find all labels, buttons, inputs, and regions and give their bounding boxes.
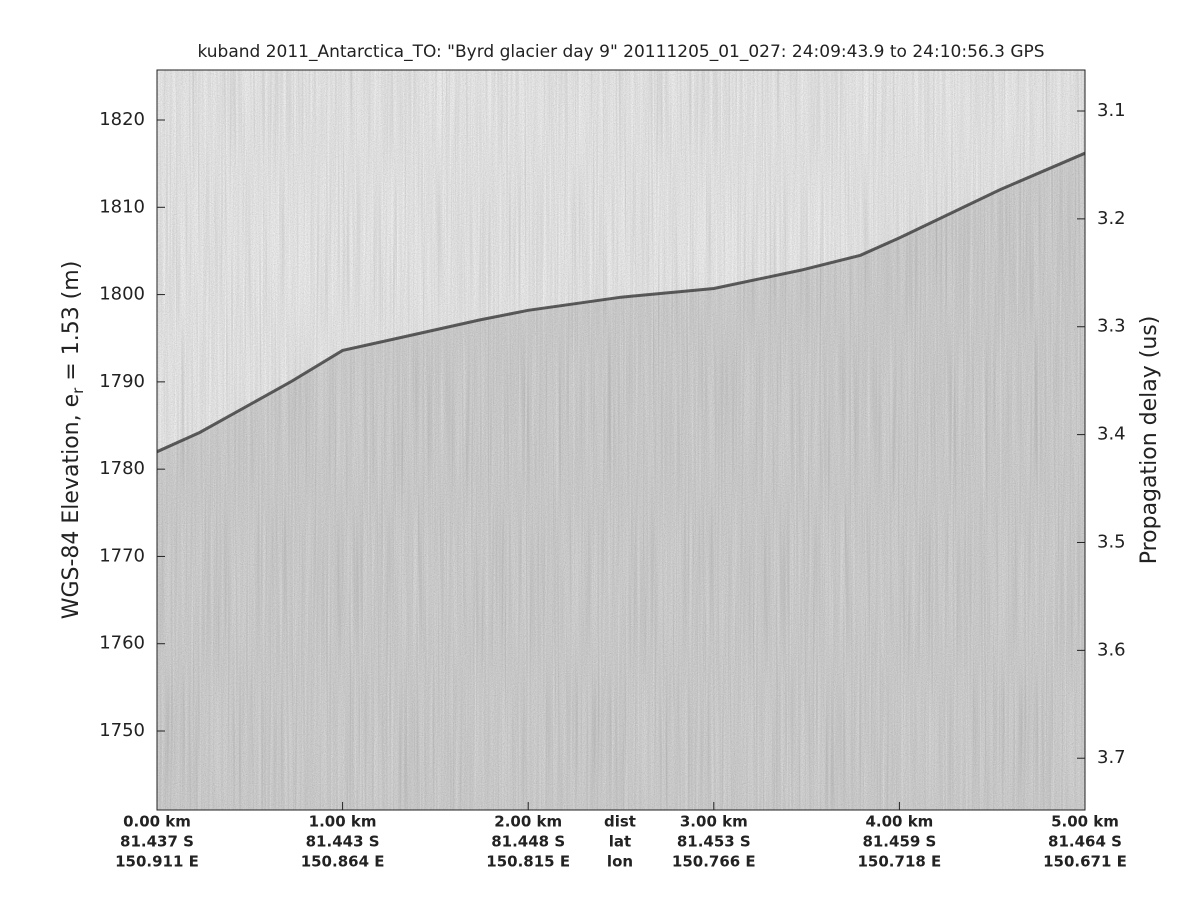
x-tick-label: 5.00 km <box>1051 813 1119 831</box>
row-label: lon <box>607 853 633 871</box>
y-tick-label: 1810 <box>99 196 145 217</box>
row-label: dist <box>604 813 636 831</box>
x-tick-label: 1.00 km <box>309 813 377 831</box>
lat-label: 81.443 S <box>306 833 380 851</box>
plot-frame <box>156 69 1086 811</box>
y-tick-label: 1750 <box>99 720 145 741</box>
surface-line <box>157 151 1085 454</box>
y2-tick-label: 3.3 <box>1097 316 1126 337</box>
y-axis-label: WGS-84 Elevation, er = 1.53 (m) <box>59 261 87 620</box>
y-tick-label: 1780 <box>99 458 145 479</box>
y2-tick-label: 3.1 <box>1097 100 1126 121</box>
lon-label: 150.766 E <box>672 853 756 871</box>
lat-label: 81.448 S <box>491 833 565 851</box>
y-tick-label: 1790 <box>99 371 145 392</box>
echogram-noise <box>157 70 1085 810</box>
row-label: lat <box>609 833 631 851</box>
y2-axis-label: Propagation delay (us) <box>1137 316 1162 565</box>
subsurface-shade <box>157 153 1085 810</box>
x-tick-label: 4.00 km <box>865 813 933 831</box>
lon-label: 150.815 E <box>486 853 570 871</box>
lat-label: 81.437 S <box>120 833 194 851</box>
y2-tick-label: 3.2 <box>1097 208 1126 229</box>
lon-label: 150.718 E <box>858 853 942 871</box>
y-tick-label: 1820 <box>99 109 145 130</box>
x-tick-label: 0.00 km <box>123 813 191 831</box>
lat-label: 81.453 S <box>677 833 751 851</box>
y-label-rest: = 1.53 (m) <box>59 261 84 388</box>
chart-title: kuband 2011_Antarctica_TO: "Byrd glacier… <box>197 42 1044 62</box>
x-tick-label: 3.00 km <box>680 813 748 831</box>
x-tick-label: 2.00 km <box>494 813 562 831</box>
y-label-main: WGS-84 Elevation, e <box>59 394 84 619</box>
y2-tick-label: 3.4 <box>1097 424 1126 445</box>
y-tick-label: 1770 <box>99 545 145 566</box>
plot-area <box>157 151 1085 810</box>
lon-label: 150.671 E <box>1043 853 1127 871</box>
lon-label: 150.911 E <box>115 853 199 871</box>
lat-label: 81.464 S <box>1048 833 1122 851</box>
y2-tick-label: 3.6 <box>1097 639 1126 660</box>
y-tick-label: 1760 <box>99 633 145 654</box>
y2-tick-label: 3.7 <box>1097 747 1126 768</box>
y2-tick-label: 3.5 <box>1097 531 1126 552</box>
y-label-subscript: r <box>69 387 87 394</box>
y-tick-label: 1800 <box>99 284 145 305</box>
lon-label: 150.864 E <box>301 853 385 871</box>
lat-label: 81.459 S <box>862 833 936 851</box>
